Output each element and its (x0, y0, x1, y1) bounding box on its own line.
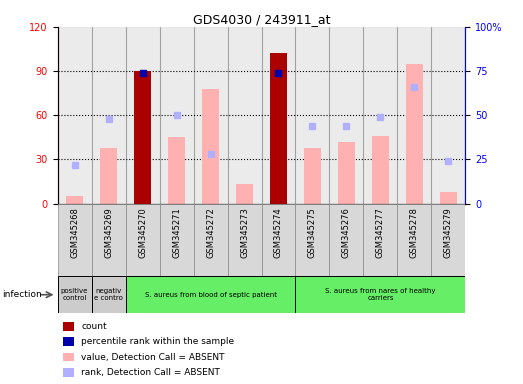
Text: GSM345272: GSM345272 (206, 207, 215, 258)
Bar (58, 27, 92, 204)
Text: GSM345277: GSM345277 (376, 207, 385, 258)
Bar (228, 204, 262, 276)
Bar (58, 204, 92, 276)
Bar (63, 353, 74, 361)
Bar (295, 276, 465, 313)
Text: infection: infection (3, 290, 42, 299)
Text: percentile rank within the sample: percentile rank within the sample (81, 337, 234, 346)
Bar (92, 204, 126, 276)
Bar (440, 192, 457, 204)
Text: count: count (81, 322, 107, 331)
Bar (304, 147, 321, 204)
Bar (194, 27, 228, 204)
Bar (92, 276, 126, 313)
Bar (329, 204, 363, 276)
Bar (431, 27, 465, 204)
Bar (63, 368, 74, 377)
Bar (126, 276, 295, 313)
Bar (100, 147, 117, 204)
Bar (270, 53, 287, 204)
Bar (126, 204, 160, 276)
Text: GSM345270: GSM345270 (138, 207, 147, 258)
Text: GSM345268: GSM345268 (70, 207, 79, 258)
Text: GSM345279: GSM345279 (444, 207, 453, 258)
Text: GSM345275: GSM345275 (308, 207, 317, 258)
Bar (431, 204, 465, 276)
Text: GSM345278: GSM345278 (410, 207, 419, 258)
Text: GSM345274: GSM345274 (274, 207, 283, 258)
Bar (92, 27, 126, 204)
Bar (194, 204, 228, 276)
Text: value, Detection Call = ABSENT: value, Detection Call = ABSENT (81, 353, 224, 362)
Text: S. aureus from nares of healthy
carriers: S. aureus from nares of healthy carriers (325, 288, 436, 301)
Bar (160, 27, 194, 204)
Bar (363, 204, 397, 276)
Text: rank, Detection Call = ABSENT: rank, Detection Call = ABSENT (81, 368, 220, 377)
Text: S. aureus from blood of septic patient: S. aureus from blood of septic patient (144, 292, 277, 298)
Text: GSM345276: GSM345276 (342, 207, 351, 258)
Bar (63, 338, 74, 346)
Bar (338, 142, 355, 204)
Bar (329, 27, 363, 204)
Text: GSM345273: GSM345273 (240, 207, 249, 258)
Bar (202, 89, 219, 204)
Bar (63, 322, 74, 331)
Bar (372, 136, 389, 204)
Text: GSM345269: GSM345269 (104, 207, 113, 258)
Bar (363, 27, 397, 204)
Bar (228, 27, 262, 204)
Bar (58, 276, 92, 313)
Bar (262, 27, 295, 204)
Bar (236, 184, 253, 204)
Text: positive
control: positive control (61, 288, 88, 301)
Bar (160, 204, 194, 276)
Bar (397, 27, 431, 204)
Bar (406, 64, 423, 204)
Bar (295, 27, 329, 204)
Bar (295, 204, 329, 276)
Text: negativ
e contro: negativ e contro (94, 288, 123, 301)
Bar (66, 196, 83, 204)
Bar (168, 137, 185, 204)
Bar (126, 27, 160, 204)
Text: GSM345271: GSM345271 (172, 207, 181, 258)
Bar (134, 71, 151, 204)
Bar (397, 204, 431, 276)
Title: GDS4030 / 243911_at: GDS4030 / 243911_at (193, 13, 330, 26)
Bar (262, 204, 295, 276)
